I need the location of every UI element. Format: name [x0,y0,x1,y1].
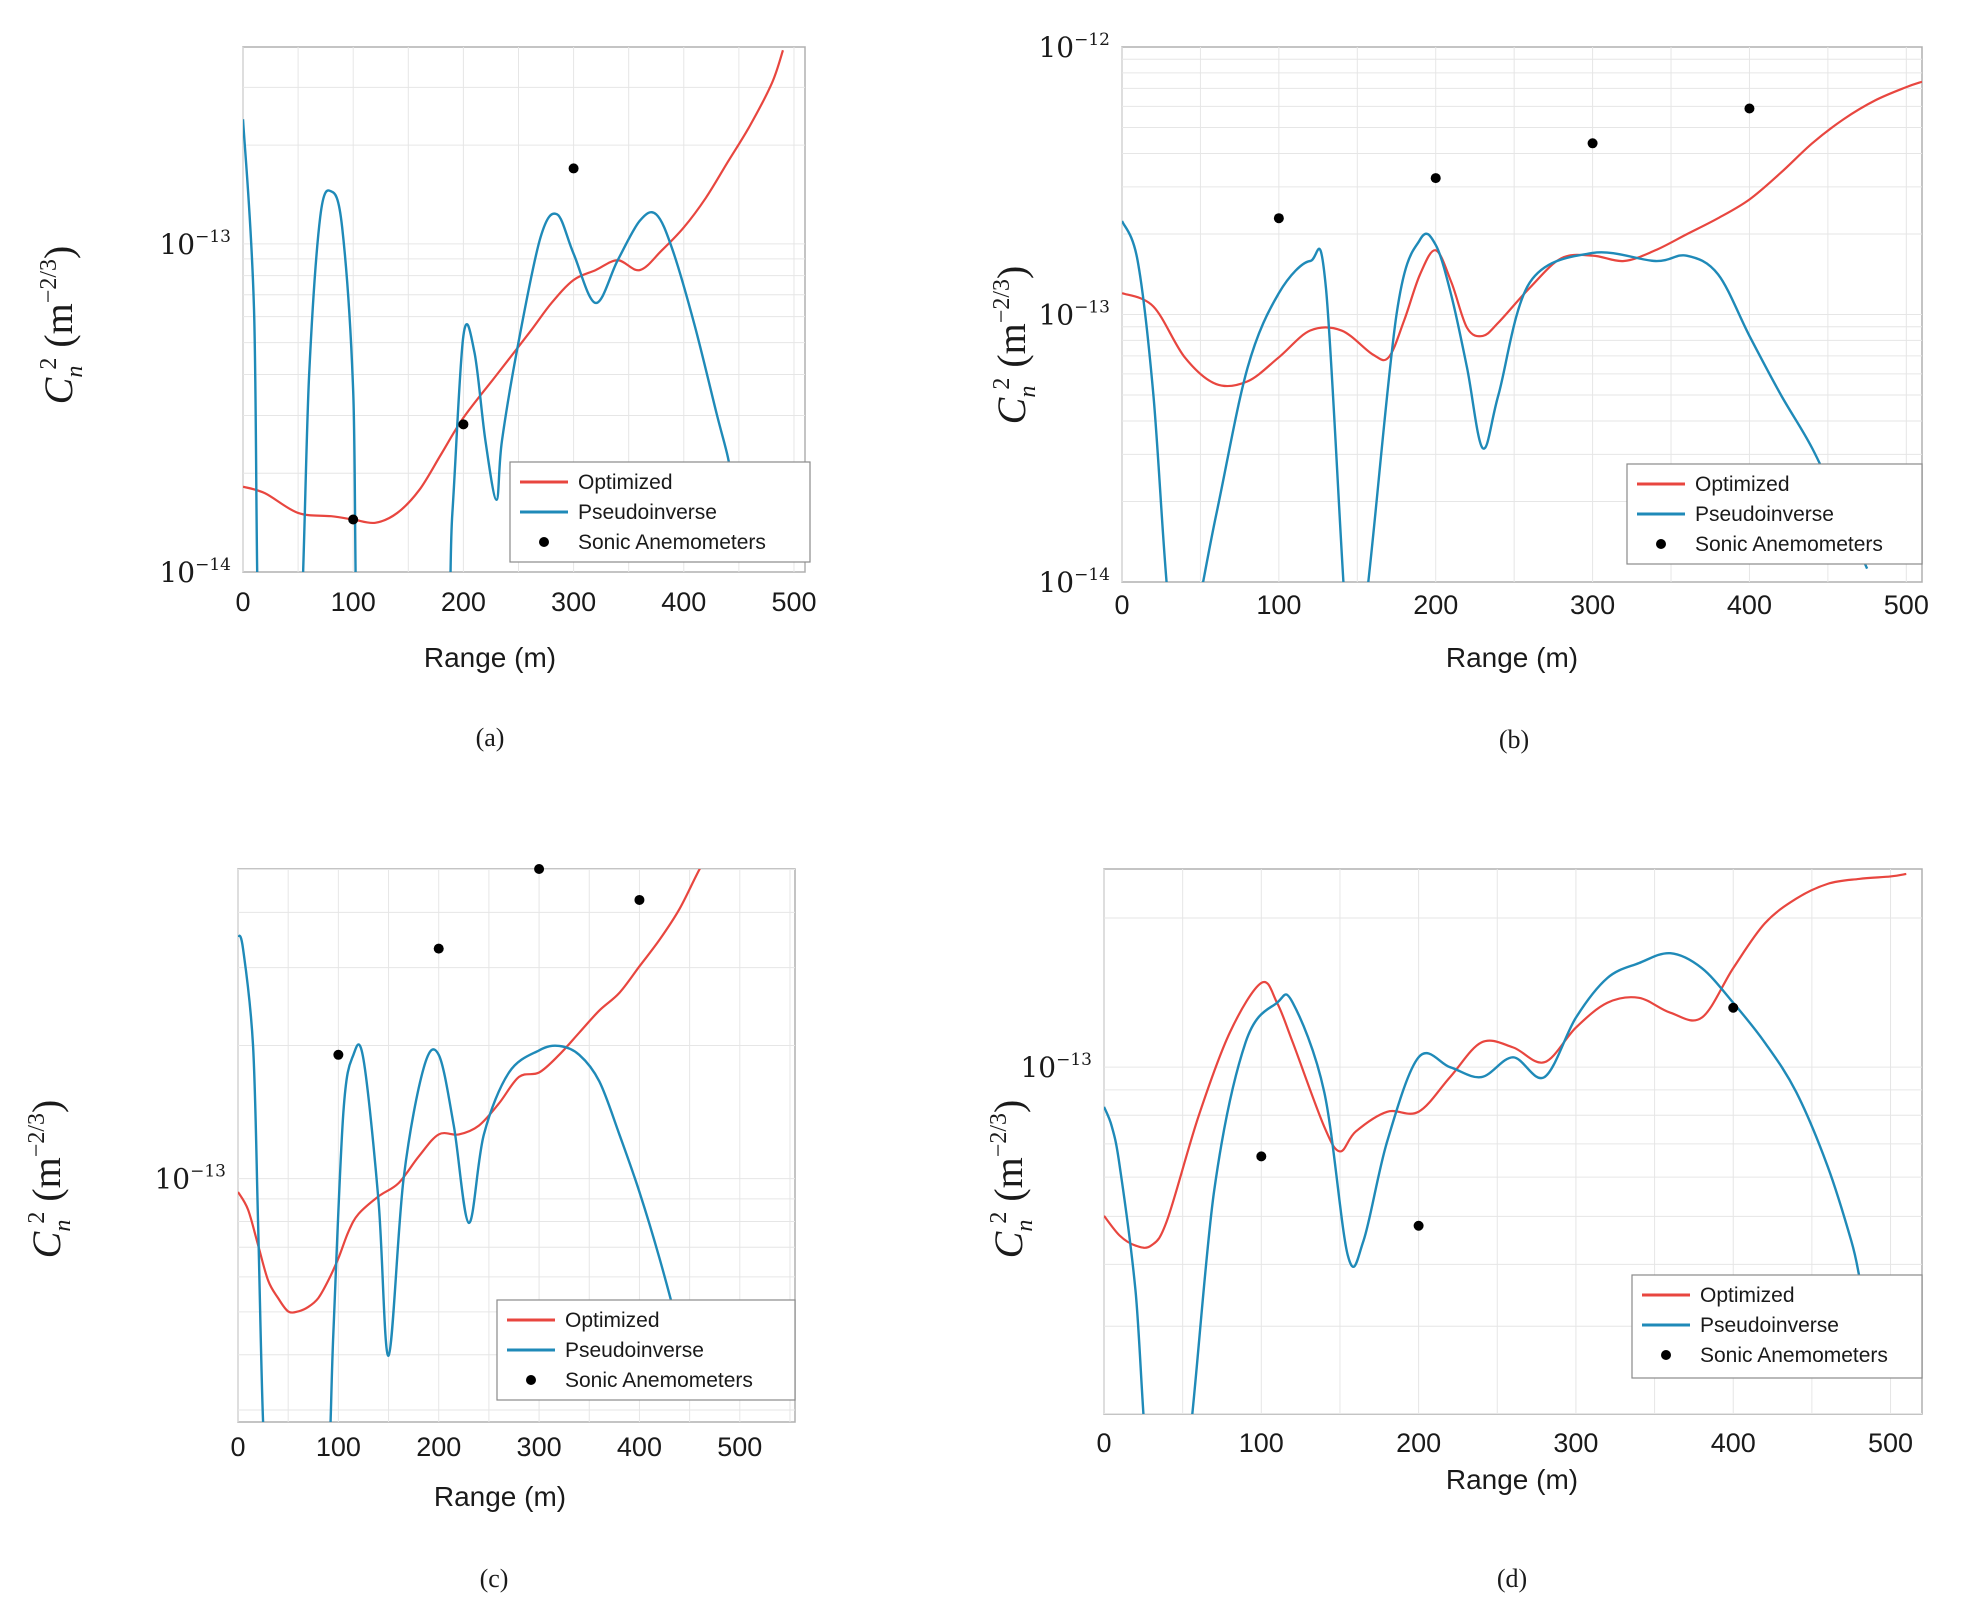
y-axis-label: Cn2 (m−2/3) [986,1100,1038,1259]
x-tick-label: 400 [1727,590,1772,620]
x-tick-label: 500 [717,1432,762,1462]
subfigure-label-a: (a) [476,723,505,752]
x-tick-label: 400 [617,1432,662,1462]
pseudoinverse-series-line [243,119,741,572]
y-axis-label: Cn2 (m−2/3) [989,266,1041,425]
legend-item-sonic-swatch [1656,539,1666,549]
x-axis-label: Range (m) [424,642,556,673]
sonic-anemometer-point [1413,1220,1424,1231]
y-tick-label: 10−13 [1038,298,1110,332]
chart-panel-d: 0 100 200 300 400 500 10−13 Range (m) Cn2 (m−2/3… [982,809,1964,1618]
x-tick-label: 300 [517,1432,562,1462]
optimized-series-line [1104,872,1907,1249]
y-tick-label: 10−13 [159,227,231,261]
y-tick-label: 10−14 [159,555,231,589]
x-tick-label: 100 [316,1432,361,1462]
legend-item-optimized: Optimized [1695,473,1790,496]
y-tick-label: 10−12 [1038,30,1110,64]
pseudoinverse-series-line [1122,220,1869,582]
sonic-anemometer-point [534,864,545,874]
x-tick-label: 200 [416,1432,461,1462]
sonic-anemometer-point [1273,213,1284,224]
x-axis-label: Range (m) [1446,642,1578,673]
subfigure-label-c: (c) [480,1564,509,1593]
legend-item-pseudoinverse: Pseudoinverse [1695,503,1834,526]
legend-item-sonic-swatch [539,537,549,547]
y-tick-label: 10−13 [154,1162,226,1196]
legend-item-optimized: Optimized [578,471,673,494]
x-tick-label: 200 [1413,590,1458,620]
legend-item-pseudoinverse: Pseudoinverse [1700,1314,1839,1337]
x-tick-label: 500 [1868,1428,1913,1458]
sonic-anemometer-point [458,419,469,430]
legend-item-sonic-swatch [1661,1350,1671,1360]
subfigure-label-b: (b) [1499,725,1529,754]
x-tick-label: 0 [1096,1428,1111,1458]
sonic-anemometer-point [333,1049,344,1060]
x-tick-label: 300 [1570,590,1615,620]
subfigure-label-d: (d) [1497,1564,1527,1593]
legend-item-optimized: Optimized [565,1309,660,1332]
optimized-series-line [1122,80,1922,388]
chart-a-svg: 0 100 200 300 400 500 10−14 10−13 Range (m) Cn2 (… [36,46,817,752]
y-axis-label: Cn2 (m−2/3) [24,1100,76,1259]
x-tick-label: 200 [1396,1428,1441,1458]
chart-panel-a: 0 100 200 300 400 500 10−14 10−13 Range (m) Cn2 (… [0,0,982,809]
legend-item-sonic: Sonic Anemometers [565,1369,753,1392]
chart-panel-c: 0 100 200 300 400 500 10−13 Range (m) Cn2 (m−2/3… [0,809,982,1618]
sonic-anemometer-point [1256,1151,1267,1162]
legend-a: Optimized Pseudoinverse Sonic Anemometers [509,461,811,563]
x-tick-label: 0 [1114,590,1129,620]
x-tick-label: 100 [331,587,376,617]
legend-c: Optimized Pseudoinverse Sonic Anemometers [496,1299,796,1401]
legend-item-sonic-swatch [526,1375,536,1385]
pseudoinverse-series-line [1104,952,1861,1414]
sonic-anemometer-point [348,514,359,525]
chart-panel-b: 0 100 200 300 400 500 10−14 10−13 10−12 Range (m)… [982,0,1964,809]
sonic-anemometer-point [1430,173,1441,184]
x-tick-label: 100 [1239,1428,1284,1458]
sonic-anemometer-point [433,943,444,954]
chart-b-svg: 0 100 200 300 400 500 10−14 10−13 10−12 Range (m)… [989,30,1929,754]
legend-item-pseudoinverse: Pseudoinverse [578,501,717,524]
x-tick-label: 400 [1711,1428,1756,1458]
x-tick-label: 0 [235,587,250,617]
optimized-series-line [238,869,701,1314]
legend-item-sonic: Sonic Anemometers [1695,533,1883,556]
legend-item-sonic: Sonic Anemometers [578,531,766,554]
x-axis-label: Range (m) [434,1481,566,1512]
x-tick-label: 500 [771,587,816,617]
y-axis-label: Cn2 (m−2/3) [36,246,88,405]
sonic-anemometer-point [568,163,579,174]
x-axis-label: Range (m) [1446,1464,1578,1495]
x-tick-label: 300 [1553,1428,1598,1458]
chart-d-svg: 0 100 200 300 400 500 10−13 Range (m) Cn2 (m−2/3… [986,868,1923,1593]
chart-c-svg: 0 100 200 300 400 500 10−13 Range (m) Cn2 (m−2/3… [24,864,796,1593]
sonic-anemometer-point [1587,138,1598,149]
sonic-anemometer-point [634,894,645,905]
legend-item-pseudoinverse: Pseudoinverse [565,1339,704,1362]
x-tick-label: 0 [230,1432,245,1462]
sonic-anemometer-point [1728,1002,1739,1013]
legend-d: Optimized Pseudoinverse Sonic Anemometers [1631,1274,1923,1379]
x-tick-label: 400 [661,587,706,617]
legend-item-optimized: Optimized [1700,1284,1795,1307]
legend-b: Optimized Pseudoinverse Sonic Anemometers [1626,463,1923,565]
y-tick-label: 10−13 [1020,1050,1092,1084]
x-tick-label: 500 [1884,590,1929,620]
legend-item-sonic: Sonic Anemometers [1700,1344,1888,1367]
x-tick-label: 100 [1256,590,1301,620]
y-tick-label: 10−14 [1038,565,1110,599]
x-tick-label: 200 [441,587,486,617]
pseudoinverse-series-line [238,934,691,1422]
x-tick-label: 300 [551,587,596,617]
sonic-anemometer-point [1744,103,1755,114]
